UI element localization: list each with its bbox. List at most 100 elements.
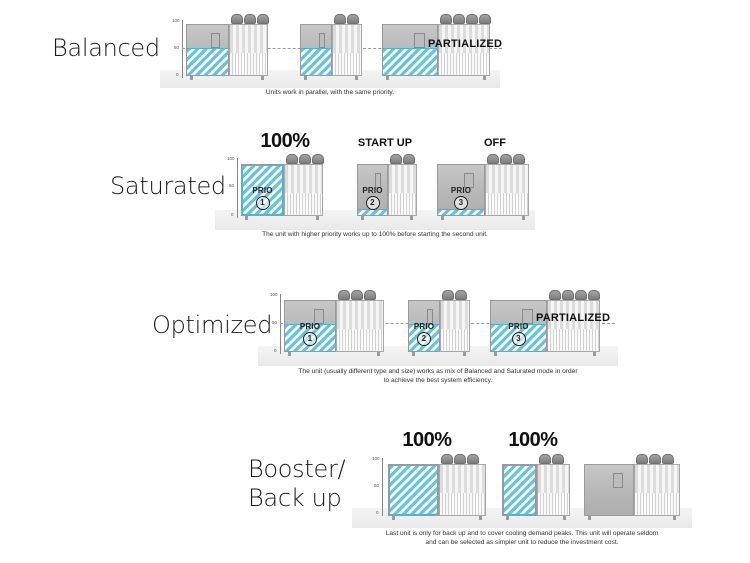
fan-icon — [403, 154, 415, 164]
caption-balanced: Units work in parallel, with the same pr… — [265, 89, 395, 96]
fan-icon — [588, 290, 600, 300]
unit-legs — [304, 76, 358, 80]
chiller-unit-2: PRIO 2 — [357, 154, 417, 220]
priority-text: PRIO — [413, 322, 435, 331]
coil-panel — [337, 328, 383, 351]
chiller-unit-1: PRIO 1 — [284, 290, 384, 356]
priority-number: 3 — [454, 196, 468, 210]
fan-icon — [454, 454, 466, 464]
coil-panel — [285, 192, 322, 215]
unit-front: PRIO 2 — [357, 164, 388, 216]
axis-tick-0: 0 — [231, 212, 234, 217]
unit-front: PRIO 1 — [241, 164, 284, 216]
caption-line-2: to achieve the best system efficiency. — [383, 376, 493, 384]
priority-label: PRIO 1 — [285, 322, 335, 346]
axis-tick-100: 100 — [270, 292, 278, 297]
priority-label: PRIO 3 — [438, 186, 484, 210]
fan-icon — [257, 14, 269, 24]
axis-tick-0: 0 — [176, 72, 179, 77]
coil-panel — [230, 52, 267, 75]
priority-number: 2 — [365, 196, 380, 210]
fan-icon — [299, 154, 311, 164]
caption-saturated: The unit with higher priority works up t… — [262, 231, 488, 238]
unit-front — [186, 24, 229, 76]
priority-number: 3 — [511, 332, 526, 346]
diagram-saturated: 100 50 0 PRIO 1 PRIO 2 PRIO 3 — [215, 150, 535, 230]
caption-booster: Last unit is only for back up and to cov… — [352, 530, 692, 548]
fan-icon — [466, 14, 478, 24]
fan-icon — [338, 290, 350, 300]
fan-icon — [552, 454, 564, 464]
priority-label: PRIO 3 — [491, 322, 546, 346]
mode-title-booster: Booster/ Back up — [248, 455, 346, 513]
priority-text: PRIO — [508, 322, 529, 331]
fan-icon — [347, 14, 359, 24]
unit-legs — [245, 216, 319, 220]
control-panel-door — [319, 33, 325, 48]
caption-optimized: The unit (usually different type and siz… — [258, 368, 618, 386]
unit-legs — [412, 352, 466, 356]
axis-tick-0: 0 — [376, 510, 379, 515]
chiller-unit-3 — [382, 14, 491, 80]
unit-legs — [190, 76, 264, 80]
load-fill — [301, 48, 331, 75]
control-panel-door — [427, 309, 433, 324]
unit-legs — [494, 352, 596, 356]
fan-icon — [286, 154, 298, 164]
unit-front: PRIO 2 — [408, 300, 440, 352]
axis-tick-50: 50 — [174, 45, 180, 50]
priority-label: PRIO 1 — [242, 186, 283, 210]
fan-row — [440, 14, 491, 24]
chiller-unit-3: PRIO 3 — [490, 290, 600, 356]
coil-side — [388, 164, 417, 216]
fan-icon — [549, 290, 561, 300]
title-line-2: Back up — [248, 483, 342, 512]
fan-row — [334, 14, 359, 24]
priority-number: 1 — [303, 332, 317, 346]
priority-label: PRIO 2 — [358, 186, 387, 210]
fan-icon — [244, 14, 256, 24]
unit-legs — [441, 216, 525, 220]
load-label-unit-2: 100% — [508, 429, 558, 451]
fan-icon — [500, 154, 512, 164]
unit-front — [382, 24, 438, 76]
chiller-unit-3: PRIO 3 — [437, 154, 529, 220]
y-axis — [382, 458, 383, 516]
load-label-unit-2: START UP — [357, 137, 413, 149]
control-panel-door — [522, 309, 533, 324]
fan-icon — [390, 154, 402, 164]
coil-panel — [441, 328, 469, 351]
coil-panel — [486, 192, 528, 215]
diagram-booster: 100 50 0 — [352, 448, 692, 528]
caption-line-1: Last unit is only for back up and to cov… — [385, 530, 659, 537]
fan-icon — [479, 14, 491, 24]
coil-side — [336, 300, 384, 352]
y-axis — [237, 158, 238, 218]
mode-title-optimized: Optimized — [152, 311, 273, 339]
coil-panel — [389, 192, 416, 215]
fan-icon — [312, 154, 324, 164]
coil-panel — [439, 52, 489, 75]
control-panel-door — [464, 173, 474, 188]
unit-front — [300, 24, 332, 76]
fan-icon — [453, 14, 465, 24]
diagram-balanced: 100 50 0 PARTIALIZED — [160, 10, 503, 88]
partialized-label: PARTIALIZED — [428, 38, 503, 50]
unit-front: PRIO 1 — [284, 300, 336, 352]
fan-icon — [442, 290, 454, 300]
chiller-unit-2: PRIO 2 — [408, 290, 470, 356]
control-panel-door — [613, 473, 623, 488]
priority-text: PRIO — [299, 322, 321, 331]
mode-title-balanced: Balanced — [52, 34, 160, 62]
fan-row — [539, 454, 564, 464]
fan-row — [442, 290, 467, 300]
control-panel-door — [211, 33, 220, 48]
load-fill — [409, 324, 439, 351]
fan-row — [441, 454, 479, 464]
fan-row — [636, 454, 674, 464]
coil-panel — [440, 492, 485, 515]
load-fill — [389, 465, 438, 515]
fan-row — [390, 154, 415, 164]
y-axis — [182, 20, 183, 78]
fan-icon — [636, 454, 648, 464]
